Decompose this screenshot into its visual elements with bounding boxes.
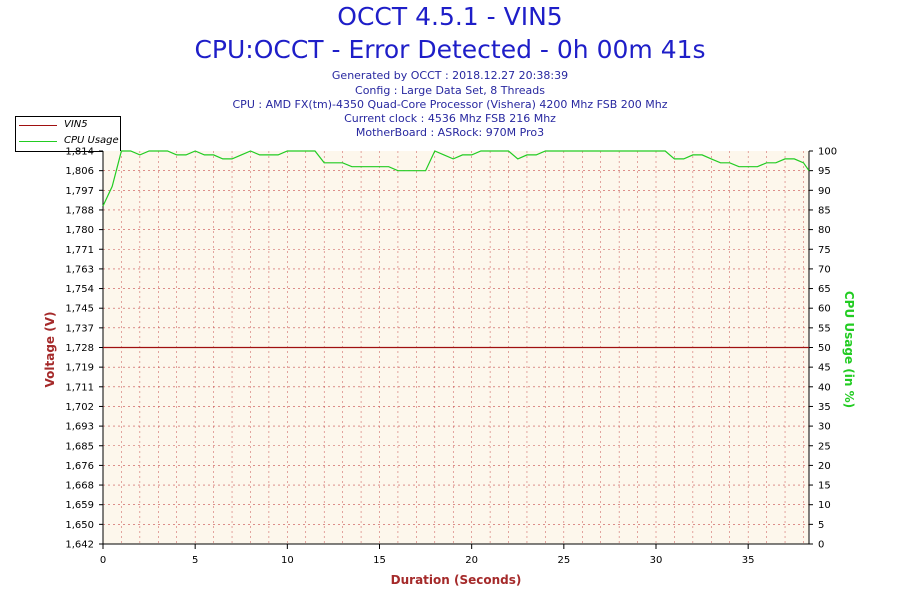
right-tick-label: 25 [818, 441, 831, 452]
left-tick-label: 1,788 [65, 205, 94, 216]
right-tick-label: 30 [818, 422, 831, 433]
info-cpu: CPU : AMD FX(tm)-4350 Quad-Core Processo… [232, 98, 668, 111]
left-tick-label: 1,814 [65, 147, 94, 158]
right-axis-label: CPU Usage (in %) [842, 291, 856, 408]
legend-item-vin5: VIN5 [16, 118, 120, 133]
right-tick-label: 90 [818, 186, 831, 197]
left-tick-label: 1,754 [65, 284, 94, 295]
right-tick-label: 35 [818, 402, 831, 413]
legend-label-vin5: VIN5 [64, 119, 88, 130]
left-tick-label: 1,676 [65, 461, 94, 472]
right-tick-label: 20 [818, 461, 831, 472]
left-tick-label: 1,771 [65, 245, 94, 256]
x-axis-label: Duration (Seconds) [391, 573, 522, 587]
x-tick-label: 15 [373, 555, 386, 566]
x-tick-label: 10 [281, 555, 294, 566]
right-tick-label: 55 [818, 323, 831, 334]
left-tick-label: 1,719 [65, 363, 94, 374]
right-tick-label: 0 [818, 540, 824, 551]
legend-label-cpu-usage: CPU Usage [64, 135, 119, 146]
chart-subtitle: CPU:OCCT - Error Detected - 0h 00m 41s [194, 35, 706, 64]
left-tick-label: 1,711 [65, 382, 94, 393]
legend-swatch-vin5 [19, 125, 57, 126]
left-axis-label: Voltage (V) [43, 312, 57, 388]
legend-swatch-cpu-usage [19, 141, 57, 142]
right-tick-label: 5 [818, 520, 824, 531]
chart-title: OCCT 4.5.1 - VIN5 [337, 2, 563, 31]
left-tick-label: 1,806 [65, 166, 94, 177]
right-tick-label: 70 [818, 264, 831, 275]
left-tick-label: 1,693 [65, 422, 94, 433]
right-tick-label: 15 [818, 481, 831, 492]
x-tick-label: 20 [465, 555, 478, 566]
x-tick-label: 30 [650, 555, 663, 566]
right-tick-label: 80 [818, 225, 831, 236]
left-tick-label: 1,728 [65, 343, 94, 354]
left-tick-label: 1,659 [65, 500, 94, 511]
left-tick-label: 1,668 [65, 481, 94, 492]
right-tick-label: 45 [818, 363, 831, 374]
info-generated: Generated by OCCT : 2018.12.27 20:38:39 [331, 69, 569, 82]
right-tick-label: 65 [818, 284, 831, 295]
x-tick-label: 5 [192, 555, 198, 566]
left-tick-label: 1,737 [65, 323, 94, 334]
right-tick-label: 85 [818, 205, 831, 216]
right-tick-label: 75 [818, 245, 831, 256]
left-tick-label: 1,763 [65, 264, 94, 275]
right-tick-label: 95 [818, 166, 831, 177]
right-tick-label: 40 [818, 382, 831, 393]
left-tick-label: 1,702 [65, 402, 94, 413]
right-tick-label: 60 [818, 304, 831, 315]
info-motherboard: MotherBoard : ASRock: 970M Pro3 [355, 126, 545, 139]
left-tick-label: 1,685 [65, 441, 94, 452]
legend: VIN5 CPU Usage [15, 116, 121, 152]
right-tick-label: 50 [818, 343, 831, 354]
x-tick-label: 25 [557, 555, 570, 566]
left-tick-label: 1,780 [65, 225, 94, 236]
left-tick-label: 1,797 [65, 186, 94, 197]
left-tick-label: 1,650 [65, 520, 94, 531]
x-tick-label: 0 [100, 555, 106, 566]
right-tick-label: 100 [818, 147, 837, 158]
series-line-cpu-usage [102, 150, 810, 207]
left-tick-label: 1,745 [65, 304, 94, 315]
legend-item-cpu-usage: CPU Usage [16, 134, 120, 149]
info-config: Config : Large Data Set, 8 Threads [355, 84, 545, 97]
right-tick-label: 10 [818, 500, 831, 511]
x-tick-label: 35 [742, 555, 755, 566]
info-clock: Current clock : 4536 Mhz FSB 216 Mhz [344, 112, 556, 125]
left-tick-label: 1,642 [65, 540, 94, 551]
